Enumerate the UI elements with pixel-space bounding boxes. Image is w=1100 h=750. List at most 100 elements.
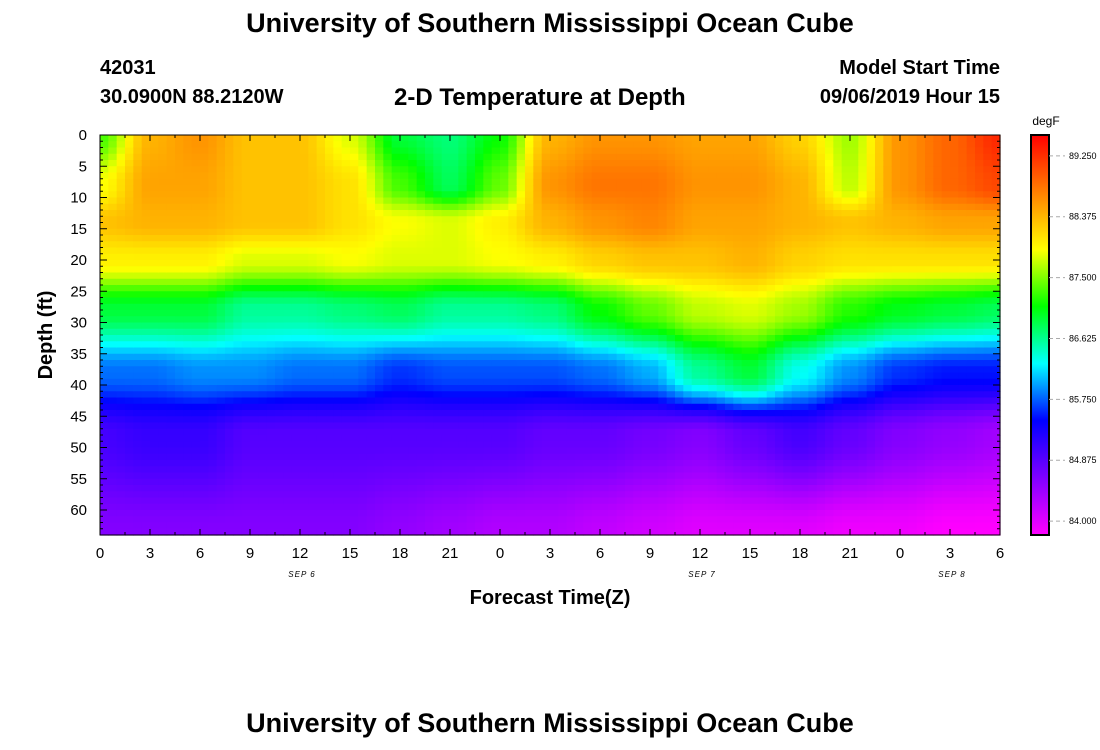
heatmap-cell [500, 260, 509, 267]
heatmap-cell [666, 491, 676, 499]
heatmap-cell [216, 222, 226, 230]
heatmap-cell [733, 478, 743, 486]
heatmap-cell [300, 353, 309, 361]
heatmap-cell [358, 260, 368, 267]
heatmap-cell [416, 447, 426, 455]
heatmap-cell [283, 303, 293, 311]
heatmap-cell [358, 228, 368, 236]
heatmap-cell [608, 228, 618, 236]
heatmap-cell [191, 222, 201, 230]
heatmap-cell [216, 347, 226, 355]
heatmap-cell [116, 360, 126, 367]
heatmap-cell [300, 278, 309, 286]
heatmap-cell [141, 291, 151, 299]
heatmap-cell [450, 385, 459, 392]
heatmap-cell [383, 410, 393, 417]
heatmap-cell [125, 260, 134, 267]
heatmap-cell [275, 397, 284, 405]
heatmap-cell [108, 253, 118, 261]
heatmap-cell [150, 397, 159, 405]
heatmap-cell [308, 503, 318, 511]
heatmap-cell [183, 203, 193, 211]
heatmap-cell [191, 147, 201, 155]
heatmap-cell [275, 485, 284, 492]
heatmap-cell [700, 135, 709, 142]
heatmap-cell [600, 441, 609, 449]
heatmap-cell [658, 322, 668, 330]
heatmap-cell [341, 441, 351, 449]
heatmap-cell [541, 203, 551, 211]
heatmap-cell [675, 385, 684, 392]
heatmap-cell [500, 272, 509, 280]
heatmap-cell [383, 322, 393, 330]
heatmap-cell [283, 291, 293, 299]
heatmap-cell [550, 510, 559, 517]
heatmap-cell [108, 353, 118, 361]
heatmap-cell [250, 153, 259, 161]
heatmap-cell [341, 191, 351, 199]
heatmap-cell [591, 441, 601, 449]
heatmap-cell [583, 322, 593, 330]
heatmap-cell [133, 366, 143, 374]
heatmap-cell [700, 460, 709, 467]
heatmap-cell [525, 447, 534, 455]
heatmap-cell [316, 510, 326, 517]
heatmap-cell [733, 378, 743, 386]
heatmap-cell [208, 178, 218, 186]
heatmap-cell [483, 372, 493, 380]
heatmap-cell [708, 178, 718, 186]
heatmap-cell [600, 422, 609, 430]
heatmap-cell [541, 153, 551, 161]
heatmap-cell [558, 441, 568, 449]
heatmap-cell [500, 372, 509, 380]
heatmap-cell [608, 303, 618, 311]
heatmap-cell [375, 278, 384, 286]
heatmap-cell [283, 353, 293, 361]
heatmap-cell [591, 291, 601, 299]
heatmap-cell [316, 160, 326, 167]
heatmap-cell [308, 260, 318, 267]
heatmap-cell [125, 478, 134, 486]
heatmap-cell [666, 528, 676, 536]
heatmap-cell [708, 253, 718, 261]
heatmap-cell [416, 253, 426, 261]
heatmap-cell [725, 216, 734, 224]
heatmap-cell [566, 347, 576, 355]
heatmap-cell [450, 378, 459, 386]
heatmap-cell [291, 528, 301, 536]
heatmap-cell [358, 316, 368, 324]
heatmap-cell [650, 178, 659, 186]
heatmap-cell [533, 247, 543, 255]
heatmap-cell [266, 428, 276, 436]
heatmap-cell [266, 422, 276, 430]
heatmap-cell [341, 316, 351, 324]
heatmap-cell [508, 378, 518, 386]
heatmap-cell [500, 528, 509, 536]
heatmap-cell [183, 478, 193, 486]
heatmap-cell [725, 522, 734, 530]
heatmap-cell [616, 466, 626, 474]
heatmap-cell [566, 141, 576, 149]
heatmap-cell [358, 191, 368, 199]
heatmap-cell [483, 160, 493, 167]
heatmap-cell [508, 291, 518, 299]
heatmap-cell [333, 203, 343, 211]
heatmap-cell [708, 203, 718, 211]
heatmap-cell [741, 316, 751, 324]
heatmap-cell [558, 185, 568, 192]
heatmap-cell [141, 191, 151, 199]
heatmap-cell [266, 478, 276, 486]
heatmap-cell [733, 316, 743, 324]
heatmap-cell [266, 360, 276, 367]
heatmap-cell [508, 178, 518, 186]
heatmap-cell [566, 453, 576, 461]
heatmap-cell [366, 235, 376, 242]
heatmap-cell [291, 472, 301, 480]
heatmap-cell [633, 391, 643, 399]
heatmap-cell [475, 153, 484, 161]
heatmap-cell [558, 247, 568, 255]
heatmap-cell [375, 203, 384, 211]
heatmap-cell [683, 372, 693, 380]
heatmap-cell [400, 222, 409, 230]
heatmap-cell [241, 316, 251, 324]
